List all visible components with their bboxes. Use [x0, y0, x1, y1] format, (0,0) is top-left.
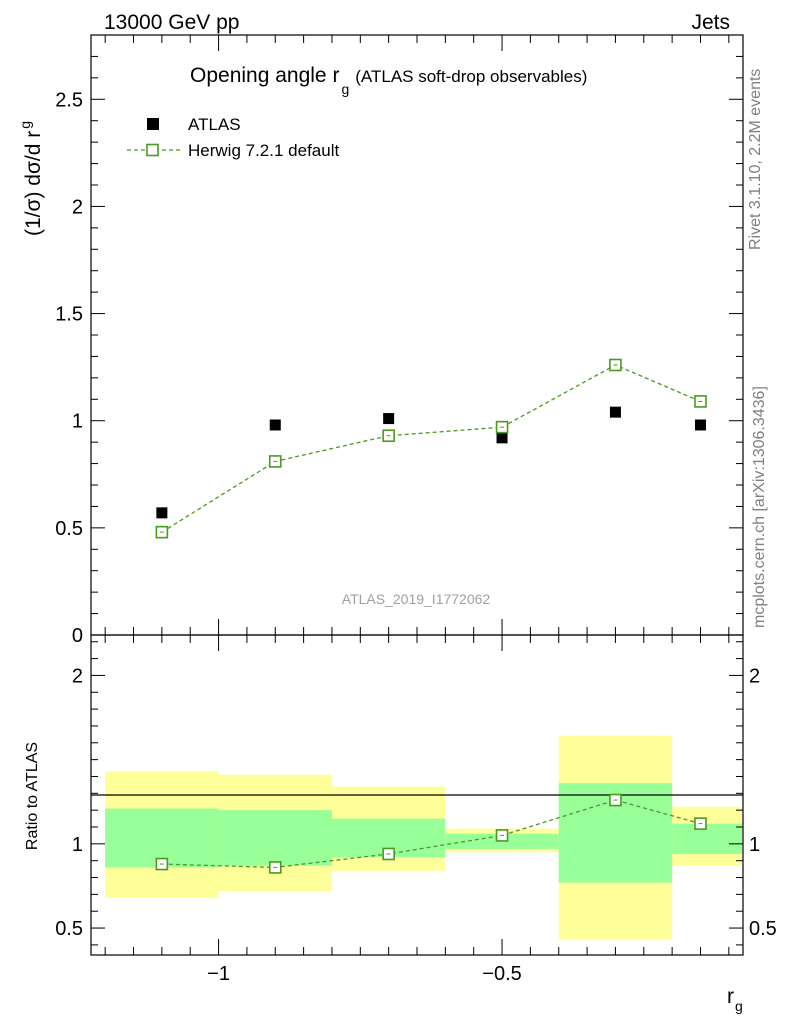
x-tick-label: −1	[207, 963, 230, 985]
rivet-version-label: Rivet 3.1.10, 2.2M events	[747, 69, 764, 250]
x-axis-label: rg	[727, 985, 743, 1014]
analysis-watermark: ATLAS_2019_I1772062	[342, 591, 491, 607]
ratio-x-ticks: −1 −0.5	[104, 635, 730, 985]
main-y-axis-label: (1/σ) dσ/d rg	[17, 121, 45, 236]
ratio-y-tick-label: 2	[72, 665, 83, 687]
mcplots-reference-label: mcplots.cern.ch [arXiv:1306.3436]	[751, 386, 768, 628]
ratio-green-band	[672, 823, 742, 854]
ratio-green-band	[105, 808, 219, 868]
ratio-y-tick-label: 0.5	[55, 918, 83, 940]
x-tick-label: −0.5	[482, 963, 521, 985]
main-y-ticks: 0 0.5 1 1.5 2 2.5	[55, 34, 743, 647]
atlas-data-point	[694, 419, 706, 431]
ratio-y-ticks: 0.5 0.5 1 1 2 2	[55, 641, 777, 946]
ratio-y-axis-label: Ratio to ATLAS	[24, 742, 41, 850]
data-points	[155, 358, 707, 539]
main-y-tick-label: 2.5	[55, 89, 83, 111]
plot-title: Opening angle rg(ATLAS soft-drop observa…	[190, 64, 587, 97]
atlas-data-point	[383, 413, 395, 425]
herwig-line	[161, 364, 701, 533]
ratio-panel: 0.5 0.5 1 1 2 2 −1 −0.5 Ratio to ATLAS rg	[24, 634, 777, 1014]
process-label: Jets	[691, 11, 730, 34]
atlas-data-point	[156, 507, 168, 519]
main-y-tick-label: 0	[72, 625, 83, 647]
ratio-herwig-line	[155, 793, 707, 874]
main-y-tick-label: 2	[72, 196, 83, 218]
legend-atlas-label: ATLAS	[188, 115, 241, 134]
atlas-data-point	[609, 406, 621, 418]
atlas-data-point	[496, 432, 508, 444]
main-panel: 0 0.5 1 1.5 2 2.5 Opening angle rg(ATLAS soft…	[17, 34, 744, 647]
ratio-uncertainty-bands	[105, 736, 742, 940]
ratio-y-tick-label: 1	[72, 834, 83, 856]
legend-atlas-marker	[147, 118, 159, 130]
collision-label: 13000 GeV pp	[104, 11, 239, 34]
main-y-tick-label: 1.5	[55, 304, 83, 326]
main-y-tick-label: 0.5	[55, 518, 83, 540]
ratio-green-band	[218, 810, 332, 866]
ratio-y-tick-label-right: 0.5	[749, 918, 777, 940]
legend-herwig-marker	[146, 143, 159, 157]
atlas-data-point	[269, 419, 281, 431]
legend-herwig-label: Herwig 7.2.1 default	[188, 141, 339, 160]
main-x-ticks	[104, 35, 730, 635]
legend: ATLAS Herwig 7.2.1 default	[127, 115, 339, 160]
ratio-y-tick-label-right: 1	[749, 834, 760, 856]
herwig-series-line	[161, 364, 701, 533]
main-y-tick-label: 1	[72, 411, 83, 433]
ratio-series-line	[161, 799, 701, 869]
ratio-y-tick-label-right: 2	[749, 665, 760, 687]
